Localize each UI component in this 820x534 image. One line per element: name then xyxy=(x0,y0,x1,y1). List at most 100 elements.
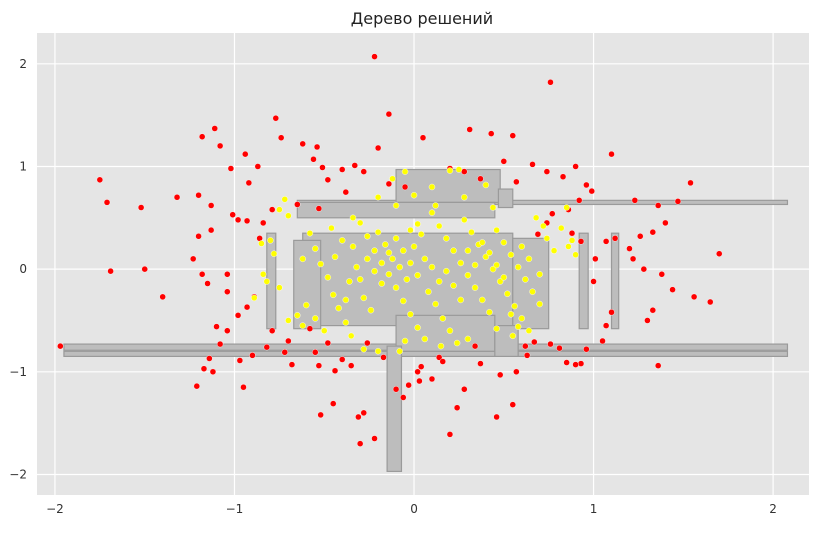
yellow-point xyxy=(428,209,436,216)
x-tick-label: 0 xyxy=(410,502,418,516)
red-point xyxy=(649,228,657,236)
red-point xyxy=(637,233,644,240)
red-point xyxy=(242,150,249,158)
yellow-point xyxy=(536,300,543,308)
scatter-points xyxy=(57,53,723,447)
yellow-point xyxy=(401,337,409,345)
red-point xyxy=(513,178,520,186)
yellow-point xyxy=(461,216,468,224)
red-point xyxy=(272,115,279,122)
yellow-point xyxy=(514,323,522,330)
decision-region xyxy=(578,232,589,330)
yellow-point xyxy=(346,278,353,285)
red-point xyxy=(195,233,202,240)
red-point xyxy=(209,368,217,375)
y-tick-label: 1 xyxy=(19,159,27,173)
red-point xyxy=(509,132,516,139)
red-point xyxy=(428,375,436,383)
red-point xyxy=(206,355,213,362)
yellow-point xyxy=(507,251,515,258)
yellow-point xyxy=(324,274,332,281)
yellow-point xyxy=(489,265,497,273)
red-point xyxy=(549,210,556,217)
yellow-point xyxy=(455,166,463,173)
yellow-point xyxy=(525,255,533,263)
red-point xyxy=(608,309,615,316)
chart-title: Дерево решений xyxy=(351,9,493,28)
decision-region xyxy=(395,314,496,352)
yellow-point xyxy=(385,249,393,256)
tick-labels: −2 −1 0 1 2 −2 −1 0 1 2 xyxy=(9,57,777,516)
red-point xyxy=(392,386,400,393)
red-point xyxy=(497,371,504,379)
yellow-point xyxy=(342,296,349,304)
yellow-point xyxy=(374,348,382,355)
red-point xyxy=(419,134,427,141)
yellow-point xyxy=(414,272,421,279)
red-point xyxy=(224,271,231,278)
red-point xyxy=(588,187,595,195)
red-point xyxy=(299,140,306,148)
decision-region xyxy=(63,350,789,357)
yellow-point xyxy=(392,284,400,291)
red-point xyxy=(234,216,242,224)
yellow-point xyxy=(331,253,339,261)
yellow-point xyxy=(389,255,396,263)
red-point xyxy=(324,339,332,347)
red-point xyxy=(477,360,484,367)
yellow-point xyxy=(335,304,342,312)
red-point xyxy=(193,382,200,390)
red-point xyxy=(285,337,292,345)
yellow-point xyxy=(407,311,414,318)
yellow-point xyxy=(367,307,375,314)
yellow-point xyxy=(457,259,464,267)
red-point xyxy=(342,188,349,196)
yellow-point xyxy=(407,259,414,267)
yellow-point xyxy=(360,346,367,353)
red-point xyxy=(234,312,242,319)
red-point xyxy=(547,79,554,86)
yellow-point xyxy=(392,202,400,209)
yellow-point xyxy=(374,194,382,201)
yellow-point xyxy=(479,296,486,304)
yellow-point xyxy=(342,319,349,326)
red-point xyxy=(216,340,224,348)
yellow-point xyxy=(525,327,533,334)
yellow-point xyxy=(437,342,445,350)
decision-region xyxy=(386,345,403,472)
yellow-point xyxy=(270,250,278,257)
yellow-point xyxy=(353,263,360,271)
red-point xyxy=(559,173,567,180)
yellow-point xyxy=(400,247,407,254)
red-point xyxy=(204,280,211,287)
yellow-point xyxy=(482,181,490,189)
red-point xyxy=(568,229,576,237)
yellow-point xyxy=(563,204,570,211)
yellow-point xyxy=(299,322,306,329)
red-point xyxy=(260,219,267,227)
red-point xyxy=(281,349,288,356)
yellow-point xyxy=(425,288,432,295)
red-point xyxy=(687,179,694,187)
yellow-point xyxy=(493,325,500,332)
red-point xyxy=(207,202,215,209)
red-point xyxy=(453,404,461,411)
yellow-point xyxy=(504,290,511,297)
red-point xyxy=(716,250,723,257)
red-point xyxy=(414,368,421,375)
yellow-point xyxy=(382,241,389,248)
red-point xyxy=(471,342,479,350)
yellow-point xyxy=(446,327,454,334)
red-point xyxy=(488,130,495,137)
red-point xyxy=(96,176,104,184)
yellow-point xyxy=(464,335,472,343)
yellow-point xyxy=(446,167,454,174)
yellow-point xyxy=(443,267,450,275)
red-point xyxy=(315,205,323,212)
red-point xyxy=(416,377,423,385)
red-point xyxy=(577,238,585,245)
red-point xyxy=(249,352,256,359)
decision-region xyxy=(512,237,550,330)
red-point xyxy=(317,411,324,419)
